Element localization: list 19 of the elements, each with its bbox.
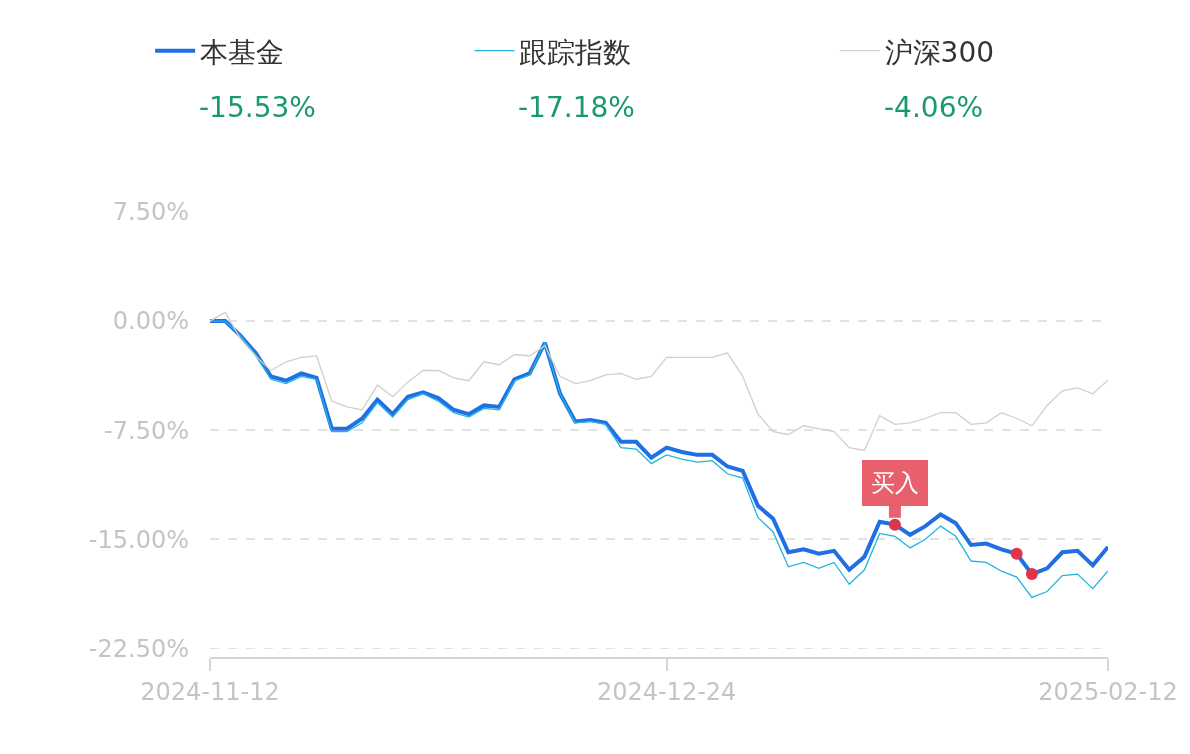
point	[1025, 568, 1038, 581]
legend-label: 沪深300	[884, 35, 995, 69]
x-tick-label: 2025-02-12	[1038, 677, 1178, 706]
text: -15.53%	[199, 91, 316, 124]
y-tick-label: 0.00%	[112, 307, 189, 336]
legend-label: 本基金	[200, 35, 285, 69]
point	[1010, 547, 1023, 560]
line-series	[210, 311, 1108, 452]
annotation: 买入	[871, 469, 919, 497]
y-tick-label: -22.50%	[88, 634, 189, 663]
x-tick-label: 2024-11-12	[140, 677, 280, 706]
text: -17.18%	[518, 91, 635, 124]
y-tick-label: 7.50%	[112, 198, 189, 227]
text: -4.06%	[884, 91, 984, 124]
y-tick-label: -7.50%	[104, 416, 189, 445]
y-tick-label: -15.00%	[88, 525, 189, 554]
legend-label: 跟踪指数	[519, 35, 632, 69]
x-tick-label: 2024-12-24	[596, 677, 737, 706]
point	[888, 518, 901, 531]
